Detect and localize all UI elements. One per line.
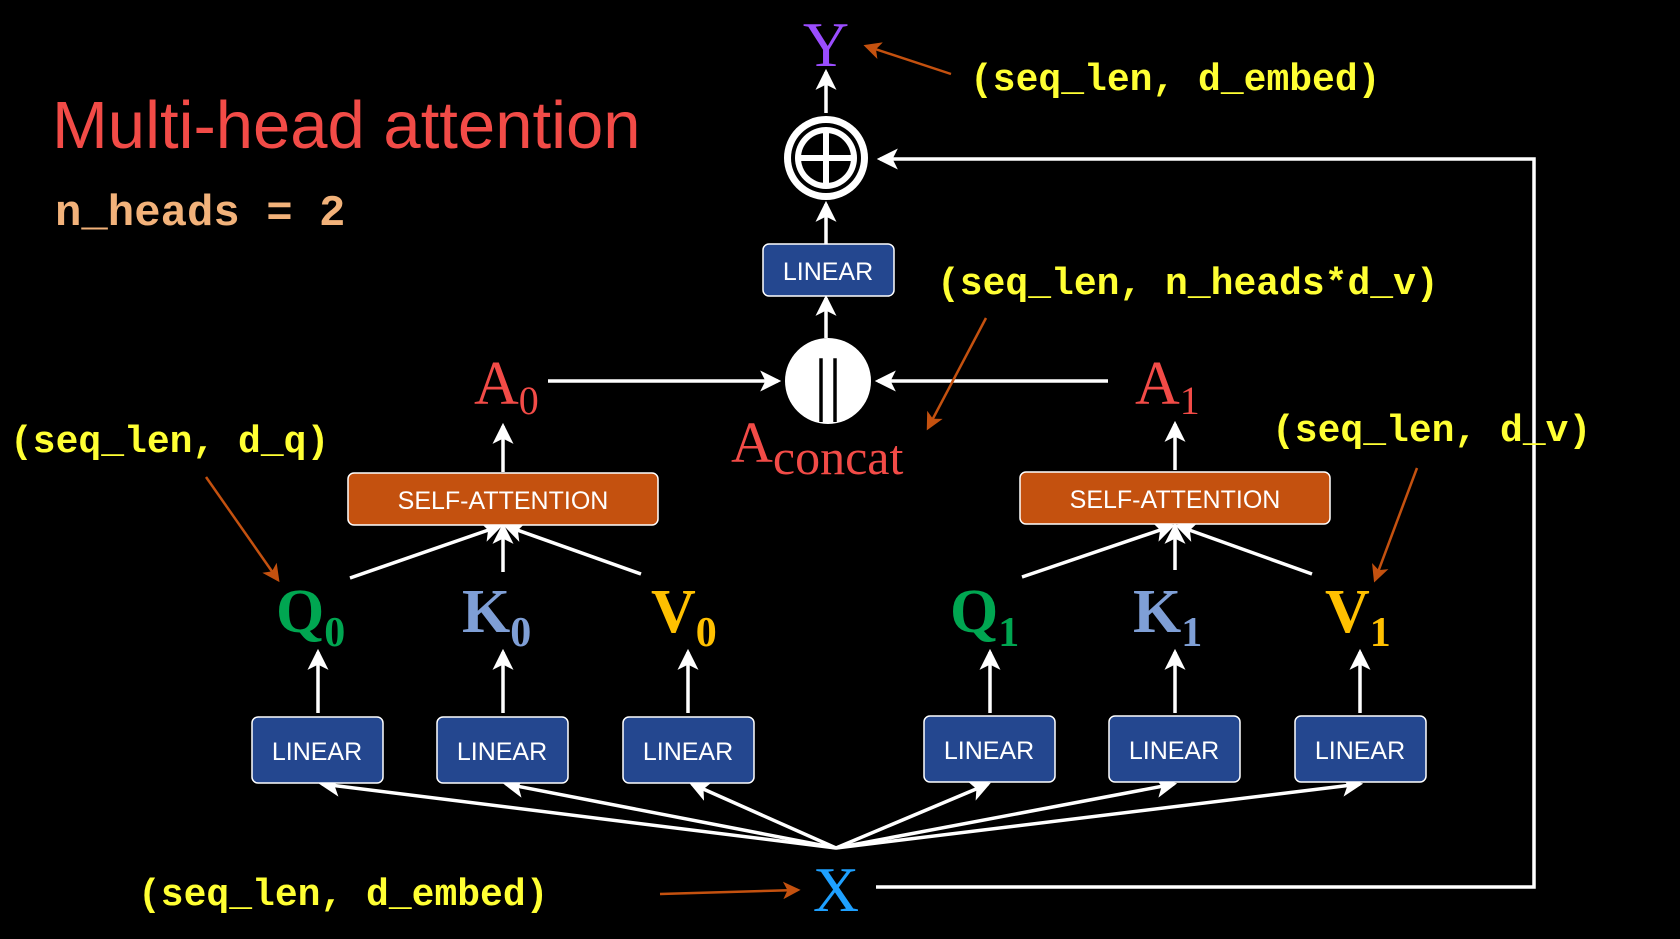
- a1-label: A1: [1135, 350, 1200, 423]
- concat-symbol: ||: [814, 346, 842, 423]
- x-shape-pointer-arrow: [659, 881, 801, 900]
- v-shape-pointer-arrow: [1372, 467, 1419, 583]
- q1-label: Q1: [950, 578, 1019, 656]
- linear-k1-label: LINEAR: [1129, 737, 1219, 765]
- q-shape-annotation: (seq_len, d_q): [10, 421, 329, 464]
- a0-sub: 0: [519, 378, 539, 423]
- diagram-title: Multi-head attention: [52, 88, 640, 163]
- a1-sub: 1: [1180, 378, 1200, 423]
- v0-sub: 0: [696, 610, 717, 656]
- x-label: X: [813, 854, 859, 925]
- k1-base: K: [1133, 578, 1181, 646]
- q0-base: Q: [276, 578, 324, 646]
- linear-v1-label: LINEAR: [1315, 737, 1405, 765]
- y-label: Y: [803, 9, 849, 80]
- x-to-linear-v0-arrow: [689, 781, 837, 850]
- self-attention-box-head-1: [1019, 471, 1331, 525]
- x-to-linear-v1-arrow: [835, 775, 1364, 850]
- concat-shape-pointer-arrow: [926, 317, 988, 431]
- q0-label: Q0: [276, 578, 345, 656]
- a-concat-base: A: [731, 410, 773, 475]
- linear-k1-box: [1108, 715, 1241, 783]
- n-heads-label: n_heads = 2: [55, 189, 345, 239]
- q1-to-self-attention-arrow: [1021, 521, 1175, 579]
- v1-label: V1: [1325, 578, 1391, 656]
- linear-q0-label: LINEAR: [272, 738, 362, 766]
- a0-base: A: [474, 350, 519, 418]
- q1-base: Q: [950, 578, 998, 646]
- v0-label: V0: [651, 578, 717, 656]
- plus-operator: [784, 116, 868, 200]
- concat-operator: ||: [785, 338, 871, 424]
- linear-v1-box: [1294, 715, 1427, 783]
- a-concat-sub: concat: [773, 429, 904, 485]
- x-to-linear-q0-arrow: [318, 775, 837, 850]
- linear-q1-box: [923, 715, 1056, 783]
- y-shape-pointer-arrow: [863, 42, 952, 76]
- x-shape-annotation: (seq_len, d_embed): [138, 874, 548, 917]
- k0-sub: 0: [510, 610, 531, 656]
- v1-to-self-attention-arrow: [1175, 522, 1313, 576]
- concat-shape-annotation: (seq_len, n_heads*d_v): [937, 263, 1439, 306]
- x-to-linear-k1-arrow: [835, 777, 1178, 850]
- self-attention-label-head-0: SELF-ATTENTION: [398, 487, 609, 515]
- linear-output-box: [762, 243, 895, 297]
- k0-base: K: [462, 578, 510, 646]
- v-shape-annotation: (seq_len, d_v): [1272, 410, 1591, 453]
- a-concat-label: Aconcat: [731, 410, 903, 485]
- y-shape-annotation: (seq_len, d_embed): [970, 59, 1380, 102]
- self-attention-label-head-1: SELF-ATTENTION: [1070, 486, 1281, 514]
- linear-v0-box: [622, 716, 755, 784]
- v0-to-self-attention-arrow: [503, 522, 642, 576]
- q1-sub: 1: [998, 610, 1019, 656]
- self-attention-box-head-0: [347, 472, 659, 526]
- x-to-linear-k0-arrow: [502, 777, 837, 850]
- v1-sub: 1: [1370, 610, 1391, 656]
- v0-base: V: [651, 578, 696, 646]
- x-to-linear-q1-arrow: [835, 781, 991, 850]
- linear-q1-label: LINEAR: [944, 737, 1034, 765]
- linear-output-label: LINEAR: [783, 258, 873, 286]
- connections: [307, 68, 1536, 889]
- q-shape-pointer-arrow: [204, 476, 280, 583]
- k1-label: K1: [1133, 578, 1202, 656]
- a0-label: A0: [474, 350, 539, 423]
- linear-v0-label: LINEAR: [643, 738, 733, 766]
- k0-label: K0: [462, 578, 531, 656]
- linear-k0-label: LINEAR: [457, 738, 547, 766]
- k1-sub: 1: [1181, 610, 1202, 656]
- linear-k0-box: [436, 716, 569, 784]
- shape-pointers: [204, 42, 1419, 900]
- residual-connection-arrow: [876, 148, 1536, 889]
- v1-base: V: [1325, 578, 1370, 646]
- q0-sub: 0: [324, 610, 345, 656]
- q0-to-self-attention-arrow: [349, 521, 503, 580]
- concat-icon: [785, 338, 871, 424]
- linear-q0-box: [251, 716, 384, 784]
- a1-base: A: [1135, 350, 1180, 418]
